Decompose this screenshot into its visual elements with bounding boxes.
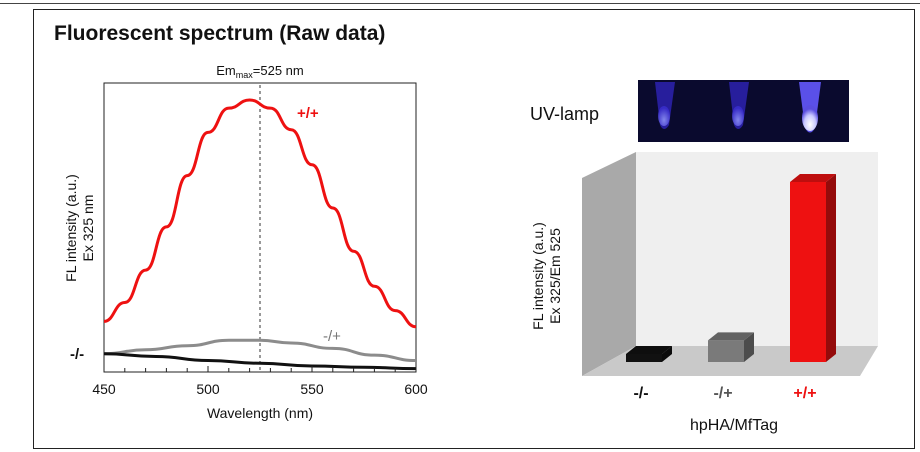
- bar-series-group: [626, 174, 836, 362]
- spectrum-x-tick-label: 500: [196, 381, 220, 397]
- tube-2-glow: [732, 106, 744, 126]
- series-label-neg-pos: -/+: [323, 328, 341, 345]
- panel-title: Fluorescent spectrum (Raw data): [54, 22, 386, 45]
- spectrum-x-tick-label: 600: [404, 381, 428, 397]
- spectrum-series-line: [103, 98, 417, 329]
- bar-category-label: -/-: [633, 385, 648, 402]
- series-label-pos-pos: +/+: [297, 105, 319, 122]
- bar-category-label: +/+: [793, 385, 816, 402]
- bar-y-axis-label-line2: Ex 325/Em 525: [547, 228, 563, 324]
- spectrum-x-axis-label: Wavelength (nm): [207, 405, 313, 421]
- tube-3-glow: [802, 105, 818, 131]
- bar-category-label: -/+: [713, 385, 732, 402]
- uv-lamp-photo: UV-lamp: [530, 80, 849, 142]
- emmax-annotation: Emmax=525 nm: [216, 63, 303, 80]
- bar-x-axis-label: hpHA/MfTag: [690, 417, 778, 434]
- spectrum-y-axis-label-line1: FL intensity (a.u.): [63, 174, 79, 282]
- figure-frame: [33, 9, 915, 449]
- top-rule: [0, 3, 920, 4]
- spectrum-x-tick-label: 550: [300, 381, 324, 397]
- bar-side-wall: [582, 152, 636, 376]
- spectrum-x-ticks: 450 500 550 600: [92, 366, 428, 397]
- spectrum-series-line: [103, 352, 417, 371]
- bar-category-labels: -/- -/+ +/+: [633, 385, 816, 402]
- series-label-neg-neg: -/-: [70, 346, 84, 363]
- tube-1-glow: [658, 106, 670, 126]
- bar-3: [790, 174, 836, 362]
- spectrum-series-group: [103, 98, 417, 371]
- spectrum-series-line: [103, 338, 417, 363]
- bar-2: [708, 332, 754, 362]
- spectrum-x-tick-label: 450: [92, 381, 116, 397]
- spectrum-chart: Emmax=525 nm 450 500 550 600 Wavelength (nm…: [63, 63, 428, 421]
- uv-lamp-label: UV-lamp: [530, 104, 599, 124]
- bar-chart: -/- -/+ +/+ hpHA/MfTag FL intensity (a.u.)…: [530, 152, 878, 434]
- spectrum-y-axis-label-line2: Ex 325 nm: [80, 195, 96, 262]
- bar-1: [626, 346, 672, 362]
- bar-y-axis-label-line1: FL intensity (a.u.): [530, 222, 546, 330]
- spectrum-plot-area: [103, 82, 417, 373]
